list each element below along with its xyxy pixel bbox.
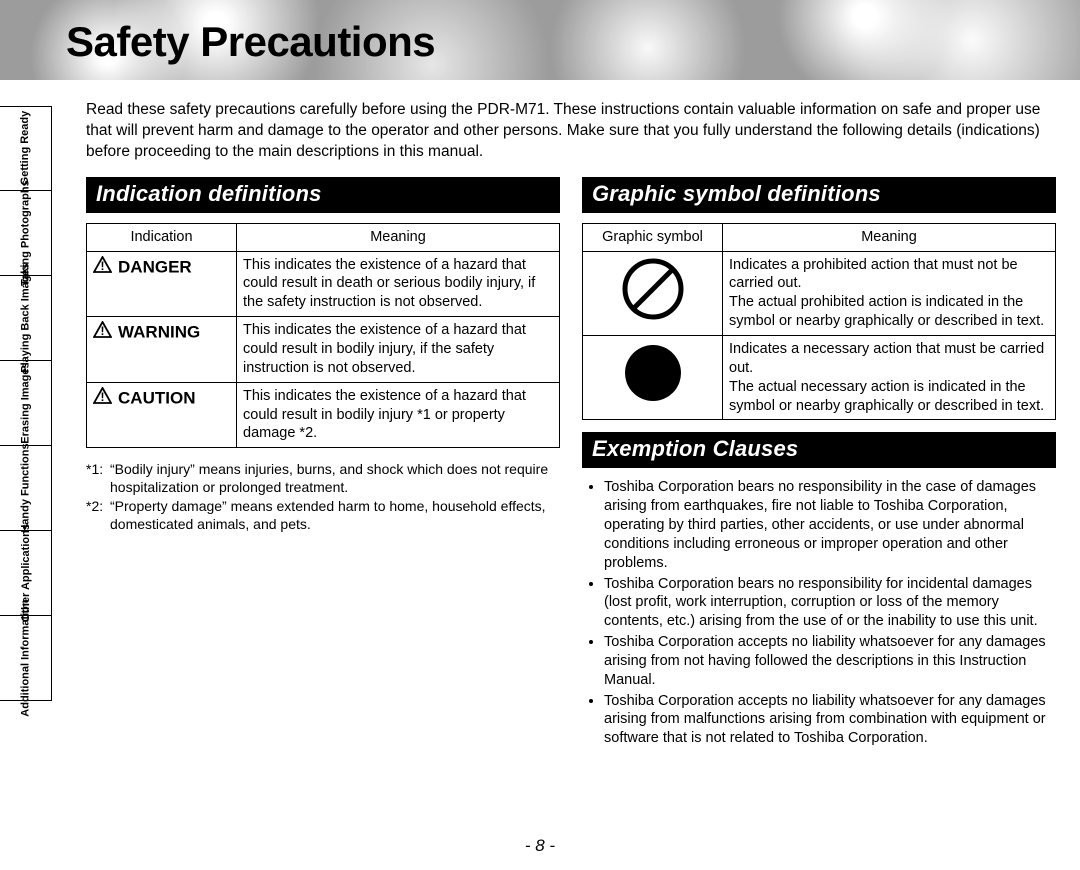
table-row: Indicates a necessary action that must b… — [583, 335, 1056, 419]
footnotes: *1: “Bodily injury” means injuries, burn… — [86, 460, 560, 533]
exemption-clauses: Toshiba Corporation bears no responsibil… — [582, 478, 1056, 748]
indication-caution: ! CAUTION — [87, 382, 237, 448]
graphic-table: Graphic symbol Meaning Indicates a prohi… — [582, 223, 1056, 421]
section-graphic-header: Graphic symbol definitions — [582, 177, 1056, 213]
graphic-meaning: Indicates a prohibited action that must … — [723, 251, 1056, 335]
indication-meaning: This indicates the existence of a hazard… — [237, 251, 560, 317]
section-indication-header: Indication definitions — [86, 177, 560, 213]
footnote-2: *2: “Property damage” means extended har… — [86, 497, 560, 533]
table-row: ! DANGER This indicates the existence of… — [87, 251, 560, 317]
side-tab-erasing-images: Erasing Images — [0, 361, 52, 446]
indication-meaning: This indicates the existence of a hazard… — [237, 382, 560, 448]
warning-triangle-icon: ! — [93, 256, 112, 279]
graphic-meaning: Indicates a necessary action that must b… — [723, 335, 1056, 419]
side-tab-additional-information: Additional Information — [0, 616, 52, 701]
table-row: ! WARNING This indicates the existence o… — [87, 317, 560, 383]
svg-text:!: ! — [101, 259, 105, 273]
mandatory-symbol — [583, 335, 723, 419]
graphic-th-0: Graphic symbol — [583, 223, 723, 251]
side-tab-handy-functions: Handy Functions — [0, 446, 52, 531]
right-column: Graphic symbol definitions Graphic symbo… — [582, 177, 1056, 750]
indication-th-0: Indication — [87, 223, 237, 251]
svg-text:!: ! — [101, 324, 105, 338]
mandatory-icon — [620, 340, 686, 406]
side-tabs: Getting Ready Taking Photographs Playing… — [0, 106, 52, 701]
page-number: - 8 - — [0, 836, 1080, 856]
prohibit-icon — [620, 256, 686, 322]
side-tab-getting-ready: Getting Ready — [0, 106, 52, 191]
svg-text:!: ! — [101, 390, 105, 404]
list-item: Toshiba Corporation accepts no liability… — [604, 633, 1056, 690]
graphic-th-1: Meaning — [723, 223, 1056, 251]
side-tab-playing-back-images: Playing Back Images — [0, 276, 52, 361]
page-title: Safety Precautions — [66, 18, 435, 66]
indication-warning: ! WARNING — [87, 317, 237, 383]
footnote-1: *1: “Bodily injury” means injuries, burn… — [86, 460, 560, 496]
table-row: ! CAUTION This indicates the existence o… — [87, 382, 560, 448]
section-exemption-header: Exemption Clauses — [582, 432, 1056, 468]
indication-table: Indication Meaning ! DANGER This indicat… — [86, 223, 560, 448]
indication-meaning: This indicates the existence of a hazard… — [237, 317, 560, 383]
left-column: Indication definitions Indication Meanin… — [86, 177, 560, 750]
list-item: Toshiba Corporation bears no responsibil… — [604, 478, 1056, 572]
list-item: Toshiba Corporation accepts no liability… — [604, 692, 1056, 749]
intro-paragraph: Read these safety precautions carefully … — [86, 100, 1056, 163]
indication-danger: ! DANGER — [87, 251, 237, 317]
list-item: Toshiba Corporation bears no responsibil… — [604, 575, 1056, 632]
table-row: Indicates a prohibited action that must … — [583, 251, 1056, 335]
warning-triangle-icon: ! — [93, 387, 112, 410]
prohibit-symbol — [583, 251, 723, 335]
warning-triangle-icon: ! — [93, 321, 112, 344]
main-content: Read these safety precautions carefully … — [86, 100, 1056, 750]
indication-th-1: Meaning — [237, 223, 560, 251]
